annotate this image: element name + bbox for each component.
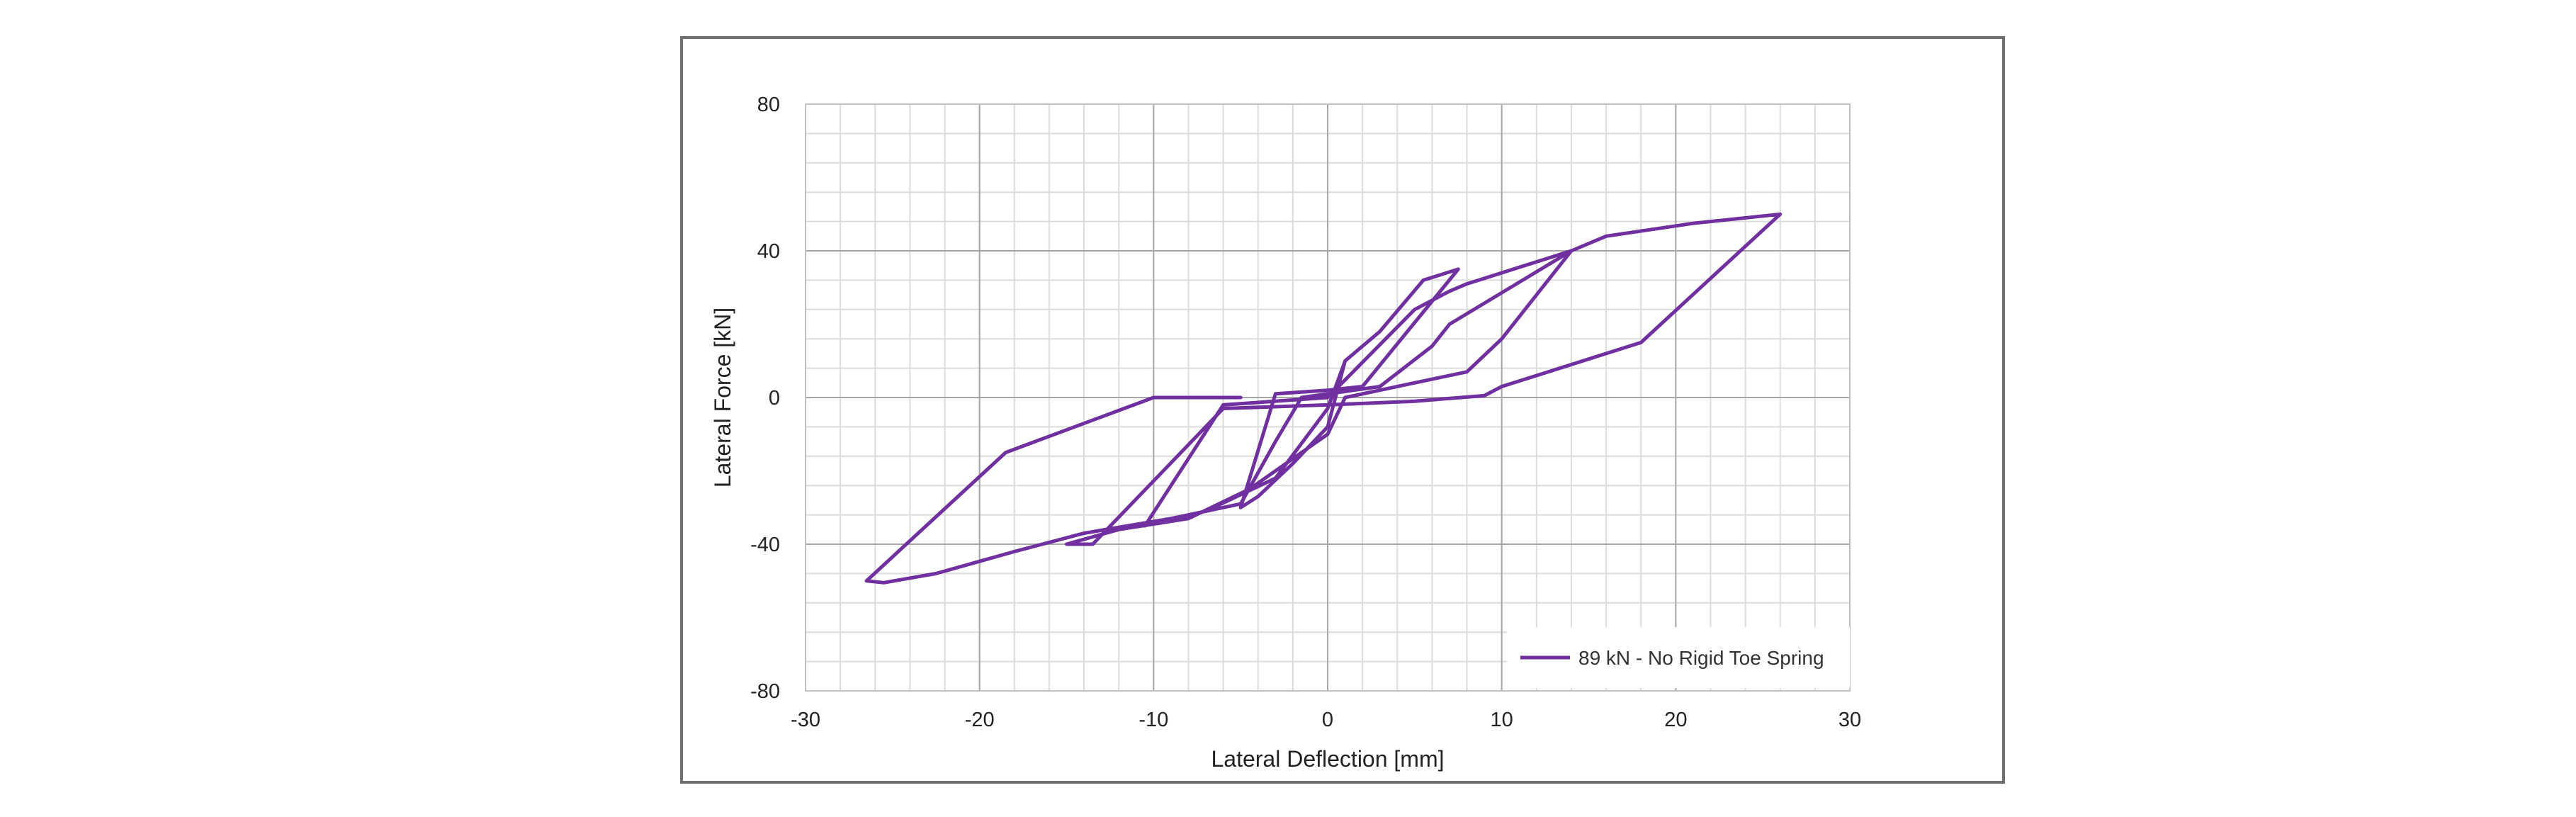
x-axis-title: Lateral Deflection [mm]	[1211, 746, 1444, 772]
y-tick-label: 80	[757, 94, 780, 116]
y-tick-label: -40	[750, 534, 780, 556]
y-tick-labels: -80 -40 0 40 80	[750, 94, 780, 703]
y-axis-title: Lateral Force [kN]	[710, 308, 735, 488]
y-tick-label: 0	[769, 387, 780, 410]
legend: 89 kN - No Rigid Toe Spring	[1507, 627, 1850, 688]
x-tick-label: -20	[965, 709, 995, 731]
chart-svg: -30 -20 -10 0 10 20 30 -80 -40 0 40 80 Lateral Def…	[710, 94, 1861, 772]
y-tick-label: 40	[757, 240, 780, 263]
x-tick-label: 20	[1664, 709, 1687, 731]
chart-area: -30 -20 -10 0 10 20 30 -80 -40 0 40 80 Lateral Def…	[680, 36, 2005, 784]
x-tick-label: -30	[791, 709, 820, 731]
x-tick-label: -10	[1139, 709, 1168, 731]
legend-label: 89 kN - No Rigid Toe Spring	[1578, 647, 1824, 669]
x-tick-label: 10	[1491, 709, 1513, 731]
y-tick-label: -80	[750, 680, 780, 703]
plot-frame	[805, 103, 1851, 692]
x-tick-label: 0	[1322, 709, 1333, 731]
x-tick-labels: -30 -20 -10 0 10 20 30	[791, 709, 1861, 731]
series-line	[864, 212, 1783, 585]
x-tick-label: 30	[1838, 709, 1861, 731]
